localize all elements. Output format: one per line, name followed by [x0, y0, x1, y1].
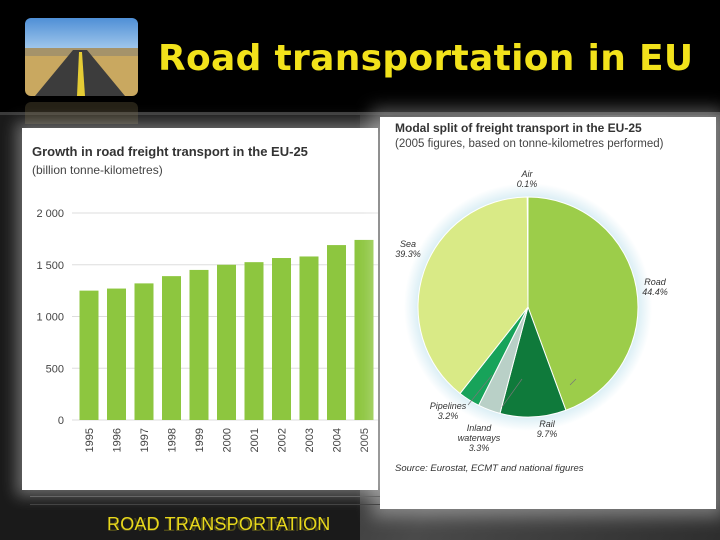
- title-divider: [0, 112, 720, 115]
- bar: [354, 239, 374, 420]
- bar-ytick-label: 1 000: [36, 312, 64, 324]
- bar-xtick-label: 1997: [139, 428, 151, 452]
- pie-slice-name: waterways: [458, 433, 501, 443]
- bar: [272, 258, 291, 420]
- bar-xtick-label: 1998: [167, 428, 179, 452]
- pie-slice-value: 44.4%: [642, 287, 668, 297]
- road-photo-reflection: [25, 102, 138, 124]
- bar-xtick-label: 2004: [332, 428, 344, 452]
- pie-leader-line: [569, 378, 577, 386]
- bar-xtick-label: 1995: [84, 428, 96, 452]
- pie-slice-value: 3.3%: [469, 443, 490, 453]
- pie-slice: [526, 196, 529, 308]
- bar: [327, 245, 346, 420]
- bar-ytick-label: 1 500: [36, 260, 64, 272]
- pie-slice: [527, 196, 639, 411]
- pie-slice-name: Pipelines: [430, 401, 467, 411]
- bar: [244, 262, 264, 420]
- bar-chart-title: Growth in road freight transport in the …: [32, 144, 308, 159]
- pie-slice-name: Inland: [467, 423, 493, 433]
- bar: [217, 264, 236, 420]
- bar-xtick-label: 2000: [222, 428, 234, 452]
- pie-slice-value: 39.3%: [395, 249, 421, 259]
- bar-xtick-label: 2002: [277, 428, 289, 452]
- bar: [107, 288, 126, 420]
- footer-label: ROAD TRANSPORTATION: [107, 514, 331, 534]
- bar-xtick-label: 2003: [304, 428, 316, 452]
- bar-chart-panel: Growth in road freight transport in the …: [22, 128, 378, 490]
- bar-xtick-label: 1996: [112, 428, 124, 452]
- pie-leader-line: [501, 378, 523, 408]
- pie-slice: [417, 196, 529, 395]
- pie-leader-line: [467, 374, 493, 406]
- pie-slice-value: 3.2%: [438, 411, 459, 421]
- pie-chart-source: Source: Eurostat, ECMT and national figu…: [395, 463, 584, 474]
- footer-rule: [30, 496, 380, 497]
- bar-ytick-label: 2 000: [36, 208, 64, 220]
- footer-reflection: ROAD TRANSPORTATION: [107, 514, 327, 534]
- bar: [162, 276, 181, 420]
- bar: [189, 269, 209, 420]
- pie-slice-name: Rail: [539, 419, 556, 429]
- bar-chart: 0 500 1 000 1 500 2 000 1995 1996 1997 1998 1999 2…: [36, 208, 378, 452]
- bar-xtick-label: 2005: [359, 428, 371, 452]
- pie-slice-value: 9.7%: [537, 429, 558, 439]
- slide-title: Road transportation in EU: [158, 38, 694, 79]
- pie-slice-name: Air: [521, 169, 534, 179]
- bar-xtick-label: 1999: [194, 428, 206, 452]
- bar-ytick-label: 0: [58, 415, 64, 427]
- pie-chart-title: Modal split of freight transport in the …: [395, 121, 642, 135]
- road-photo-icon: [25, 18, 138, 96]
- bar: [79, 290, 99, 420]
- pie-chart-subtitle: (2005 figures, based on tonne-kilometres…: [395, 138, 664, 150]
- bar-chart-subtitle: (billion tonne-kilometres): [32, 163, 163, 177]
- pie-slice-name: Sea: [400, 239, 416, 249]
- footer-rule-2: [30, 504, 380, 505]
- bar: [299, 256, 319, 420]
- bar: [134, 283, 154, 420]
- pie-chart-panel: Modal split of freight transport in the …: [380, 117, 716, 509]
- pie-slice-value: 0.1%: [517, 179, 538, 189]
- bar-ytick-label: 500: [46, 363, 64, 375]
- pie-slice-name: Road: [644, 277, 667, 287]
- bar-xtick-label: 2001: [249, 428, 261, 452]
